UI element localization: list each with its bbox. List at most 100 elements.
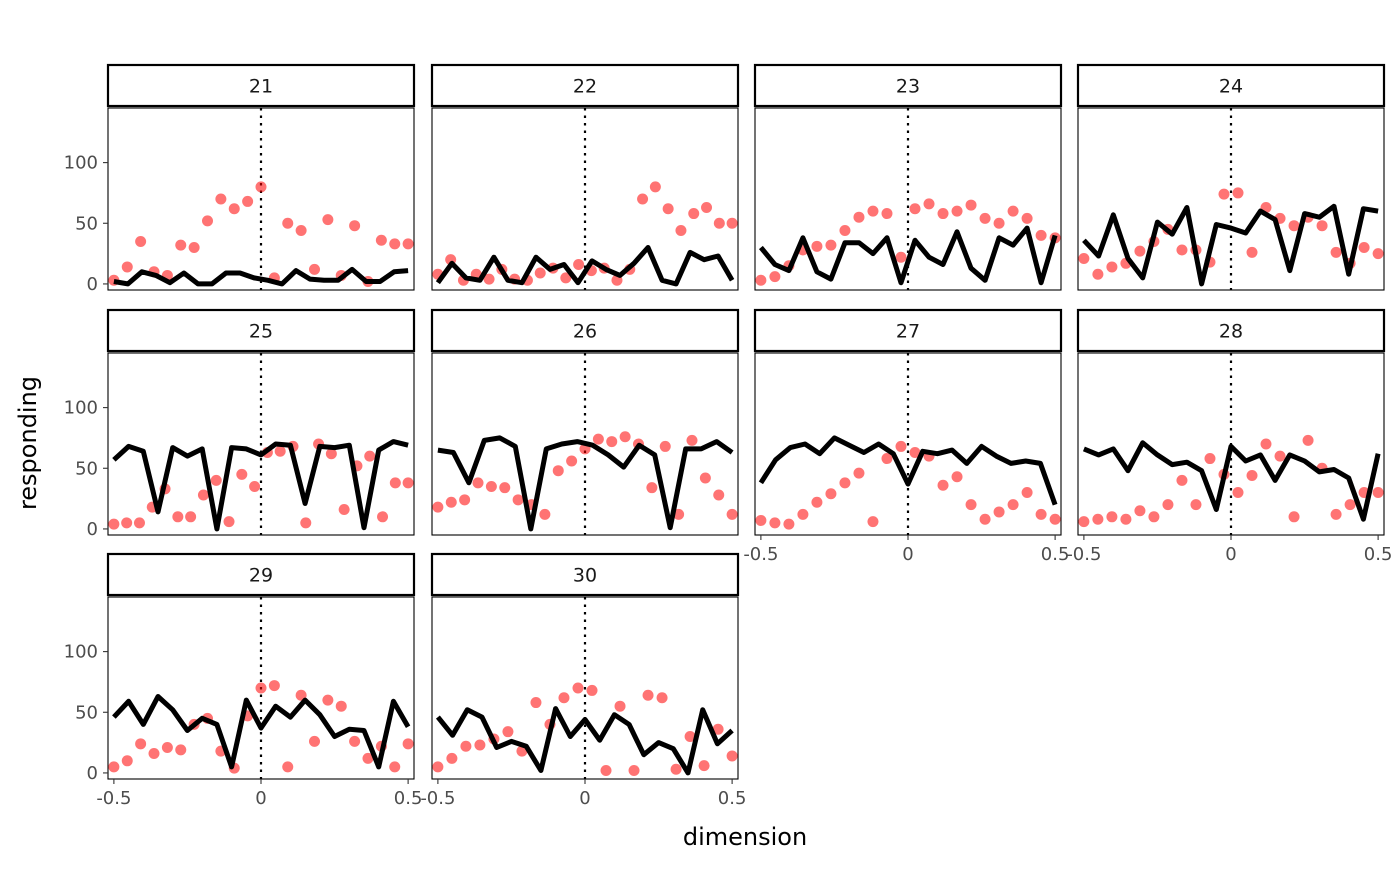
data-point bbox=[1092, 513, 1104, 525]
data-point bbox=[1372, 487, 1384, 499]
data-point bbox=[895, 440, 907, 452]
data-point bbox=[642, 689, 654, 701]
points-group bbox=[755, 198, 1061, 286]
strip-21 bbox=[106, 63, 416, 108]
data-point bbox=[349, 220, 361, 232]
data-point bbox=[362, 752, 374, 764]
series-line bbox=[437, 435, 734, 532]
data-point bbox=[375, 234, 387, 246]
data-point bbox=[432, 761, 444, 773]
data-point bbox=[649, 181, 661, 193]
strip-label: 27 bbox=[896, 321, 920, 343]
y-axis-title: responding bbox=[14, 376, 42, 510]
data-point bbox=[1134, 505, 1146, 517]
data-point bbox=[637, 193, 649, 205]
panel-22: 22 bbox=[430, 63, 740, 291]
data-point bbox=[133, 517, 145, 529]
series-line bbox=[1082, 440, 1381, 522]
strip-23 bbox=[753, 63, 1063, 108]
y-tick-label: 0 bbox=[87, 763, 98, 784]
panel-27: 27 -0.5 0 0.5 bbox=[743, 308, 1069, 565]
data-point bbox=[282, 761, 294, 773]
data-point bbox=[592, 433, 604, 445]
data-point bbox=[161, 741, 173, 753]
data-point bbox=[686, 434, 698, 446]
series-line bbox=[112, 694, 411, 770]
data-point bbox=[937, 479, 949, 491]
data-point bbox=[881, 208, 893, 220]
data-point bbox=[853, 467, 865, 479]
data-point bbox=[1190, 499, 1202, 511]
data-point bbox=[1246, 470, 1258, 482]
data-point bbox=[656, 692, 668, 704]
data-point bbox=[839, 225, 851, 237]
strip-29 bbox=[106, 552, 416, 597]
data-point bbox=[923, 198, 935, 210]
data-point bbox=[825, 239, 837, 251]
data-point bbox=[325, 448, 337, 460]
data-point bbox=[308, 735, 320, 747]
data-point bbox=[1078, 516, 1090, 528]
y-tick-label: 0 bbox=[87, 274, 98, 295]
data-point bbox=[402, 738, 414, 750]
data-point bbox=[223, 516, 235, 528]
data-point bbox=[1232, 187, 1244, 199]
strip-28 bbox=[1076, 308, 1386, 353]
data-point bbox=[1204, 453, 1216, 465]
panel-21: 21 0 50 100 bbox=[64, 63, 416, 295]
data-point bbox=[210, 474, 222, 486]
data-point bbox=[726, 217, 738, 229]
strip-label: 24 bbox=[1219, 76, 1243, 98]
data-point bbox=[1120, 513, 1132, 525]
data-point bbox=[1288, 220, 1300, 232]
x-axis-title: dimension bbox=[683, 823, 807, 851]
data-point bbox=[172, 511, 184, 523]
strip-27 bbox=[753, 308, 1063, 353]
data-point bbox=[175, 239, 187, 251]
data-point bbox=[502, 726, 514, 738]
strip-label: 22 bbox=[573, 76, 597, 98]
data-point bbox=[937, 208, 949, 220]
x-tick-label: 0 bbox=[1225, 544, 1236, 565]
strip-label: 29 bbox=[249, 565, 273, 587]
points-group bbox=[1078, 434, 1384, 528]
data-point bbox=[389, 761, 401, 773]
y-tick-label: 100 bbox=[64, 642, 98, 663]
data-point bbox=[1302, 434, 1314, 446]
strip-label: 25 bbox=[249, 321, 273, 343]
data-point bbox=[274, 445, 286, 457]
data-point bbox=[188, 242, 200, 254]
data-point bbox=[811, 496, 823, 508]
data-point bbox=[446, 752, 458, 764]
x-tick-label: 0.5 bbox=[718, 788, 747, 809]
data-point bbox=[951, 471, 963, 483]
data-point bbox=[853, 211, 865, 223]
data-point bbox=[389, 477, 401, 489]
data-point bbox=[1021, 487, 1033, 499]
panel-23: 23 bbox=[753, 63, 1063, 291]
data-point bbox=[335, 700, 347, 712]
panel-26: 26 bbox=[430, 308, 740, 536]
strip-22 bbox=[430, 63, 740, 108]
data-point bbox=[108, 518, 120, 530]
data-point bbox=[322, 214, 334, 226]
data-point bbox=[460, 740, 472, 752]
data-point bbox=[1330, 508, 1342, 520]
data-point bbox=[600, 765, 612, 777]
x-tick-label: -0.5 bbox=[743, 544, 778, 565]
x-tick-label: 0 bbox=[255, 788, 266, 809]
data-point bbox=[726, 750, 738, 762]
data-point bbox=[402, 238, 414, 250]
data-point bbox=[268, 680, 280, 692]
data-point bbox=[909, 446, 921, 458]
data-point bbox=[474, 739, 486, 751]
data-point bbox=[1148, 511, 1160, 523]
data-point bbox=[197, 489, 209, 501]
data-point bbox=[909, 203, 921, 215]
data-point bbox=[979, 212, 991, 224]
series-line bbox=[435, 706, 734, 776]
data-point bbox=[566, 455, 578, 467]
data-point bbox=[1049, 513, 1061, 525]
data-point bbox=[1260, 438, 1272, 450]
